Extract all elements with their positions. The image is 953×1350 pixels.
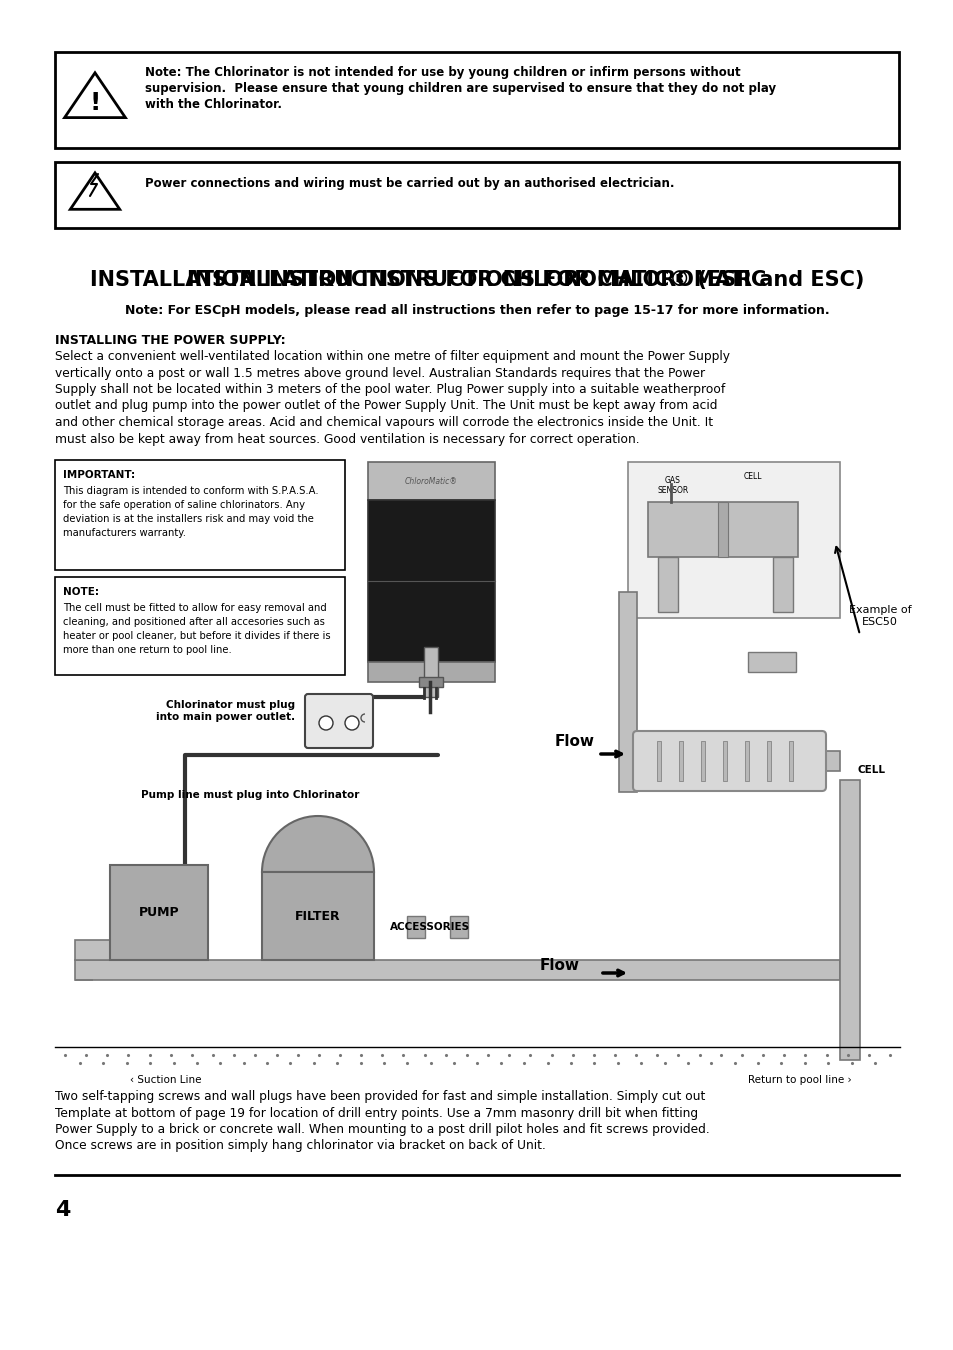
Circle shape (318, 716, 333, 730)
Bar (262, 872, 374, 960)
Text: Note: The Chlorinator is not intended for use by young children or infirm person: Note: The Chlorinator is not intended fo… (145, 66, 740, 80)
Text: ‹ Suction Line: ‹ Suction Line (130, 1075, 201, 1085)
Bar (772, 558, 792, 612)
Text: outlet and plug pump into the power outlet of the Power Supply Unit. The Unit mu: outlet and plug pump into the power outl… (55, 400, 717, 413)
Text: ACCESSORIES: ACCESSORIES (390, 922, 470, 931)
Bar (423, 647, 437, 697)
Text: INSTALLING THE POWER SUPPLY:: INSTALLING THE POWER SUPPLY: (55, 333, 285, 347)
Text: and other chemical storage areas. Acid and chemical vapours will corrode the ele: and other chemical storage areas. Acid a… (55, 416, 713, 429)
Bar (75, 960, 840, 980)
Text: 4: 4 (55, 1200, 71, 1220)
Text: Example of
ESC50: Example of ESC50 (848, 605, 910, 626)
Bar (368, 462, 495, 500)
Text: with the Chlorinator.: with the Chlorinator. (145, 99, 282, 111)
Text: Power connections and wiring must be carried out by an authorised electrician.: Power connections and wiring must be car… (145, 177, 674, 190)
Bar (110, 865, 208, 960)
Text: Once screws are in position simply hang chlorinator via bracket on back of Unit.: Once screws are in position simply hang … (55, 1139, 545, 1153)
Circle shape (345, 716, 358, 730)
Bar (75, 940, 110, 960)
Bar (744, 741, 748, 782)
FancyBboxPatch shape (305, 694, 373, 748)
Text: NOTE:: NOTE: (63, 587, 99, 597)
Text: Template at bottom of page 19 for location of drill entry points. Use a 7mm maso: Template at bottom of page 19 for locati… (55, 1107, 698, 1119)
Text: ChloroMatic®: ChloroMatic® (405, 478, 457, 486)
Bar (368, 662, 495, 682)
Text: CELL: CELL (743, 472, 761, 481)
Polygon shape (71, 173, 119, 209)
Text: INSTALLATION INSTRUCTIONS FOR CHLOROMATIC: INSTALLATION INSTRUCTIONS FOR CHLOROMATI… (187, 270, 766, 290)
Text: Power Supply to a brick or concrete wall. When mounting to a post drill pilot ho: Power Supply to a brick or concrete wall… (55, 1123, 709, 1135)
Bar (840, 780, 859, 1060)
Bar (110, 940, 128, 960)
Text: manufacturers warranty.: manufacturers warranty. (63, 528, 186, 539)
Text: Two self-tapping screws and wall plugs have been provided for fast and simple in: Two self-tapping screws and wall plugs h… (55, 1089, 704, 1103)
Text: supervision.  Please ensure that young children are supervised to ensure that th: supervision. Please ensure that young ch… (145, 82, 776, 94)
Text: INSTALLATION INSTRUCTIONS FOR CHLOROMATIC® (ESR and ESC): INSTALLATION INSTRUCTIONS FOR CHLOROMATI… (90, 270, 863, 290)
Bar (718, 502, 727, 558)
Text: Return to pool line ›: Return to pool line › (747, 1075, 851, 1085)
Bar (55, 576, 345, 675)
Text: !: ! (90, 90, 101, 115)
Text: cleaning, and positioned after all accesories such as: cleaning, and positioned after all acces… (63, 617, 325, 626)
Bar (55, 460, 345, 570)
Bar (618, 593, 637, 792)
Text: deviation is at the installers risk and may void the: deviation is at the installers risk and … (63, 514, 314, 524)
Text: Supply shall not be located within 3 meters of the pool water. Plug Power supply: Supply shall not be located within 3 met… (55, 383, 724, 396)
Text: CELL: CELL (857, 765, 885, 775)
Polygon shape (65, 73, 125, 117)
Text: must also be kept away from heat sources. Good ventilation is necessary for corr: must also be kept away from heat sources… (55, 432, 639, 446)
Bar (647, 502, 797, 558)
FancyBboxPatch shape (633, 730, 825, 791)
Text: IMPORTANT:: IMPORTANT: (63, 470, 135, 481)
Bar (407, 917, 424, 938)
Text: This diagram is intended to conform with S.P.A.S.A.: This diagram is intended to conform with… (63, 486, 318, 495)
Bar (368, 500, 495, 662)
Text: GAS
SENSOR: GAS SENSOR (657, 477, 688, 495)
Text: heater or pool cleaner, but before it divides if there is: heater or pool cleaner, but before it di… (63, 630, 331, 641)
Bar (55, 162, 898, 228)
Bar (821, 751, 840, 771)
Text: FILTER: FILTER (294, 910, 340, 922)
Text: PUMP: PUMP (138, 906, 179, 919)
Bar (55, 53, 898, 148)
Text: more than one return to pool line.: more than one return to pool line. (63, 645, 232, 655)
Text: The cell must be fitted to allow for easy removal and: The cell must be fitted to allow for eas… (63, 603, 327, 613)
Bar (627, 462, 840, 618)
Text: Flow: Flow (555, 734, 595, 749)
Text: vertically onto a post or wall 1.5 metres above ground level. Australian Standar: vertically onto a post or wall 1.5 metre… (55, 366, 704, 379)
Bar (679, 741, 682, 782)
Bar (700, 741, 704, 782)
Bar (747, 652, 795, 672)
Bar (450, 917, 468, 938)
Bar (722, 741, 726, 782)
Text: Chlorinator must plug
into main power outlet.: Chlorinator must plug into main power ou… (155, 701, 294, 722)
Text: for the safe operation of saline chlorinators. Any: for the safe operation of saline chlorin… (63, 500, 305, 510)
Text: Note: For ESCpH models, please read all instructions then refer to page 15-17 fo: Note: For ESCpH models, please read all … (125, 304, 828, 317)
Bar (657, 741, 660, 782)
Text: Pump line must plug into Chlorinator: Pump line must plug into Chlorinator (141, 790, 359, 801)
Bar (766, 741, 770, 782)
Text: Flow: Flow (539, 957, 579, 972)
Text: Select a convenient well-ventilated location within one metre of filter equipmen: Select a convenient well-ventilated loca… (55, 350, 729, 363)
Bar (418, 676, 442, 687)
Wedge shape (262, 815, 374, 872)
Bar (658, 558, 678, 612)
Bar (788, 741, 792, 782)
